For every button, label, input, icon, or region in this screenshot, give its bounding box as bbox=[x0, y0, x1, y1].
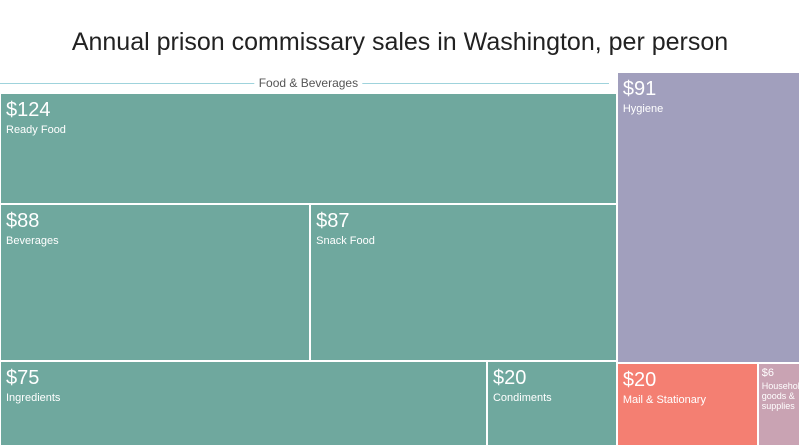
value-label: $20 bbox=[622, 368, 657, 391]
value-label: $6 bbox=[761, 366, 774, 379]
tile-label: Beverages bbox=[6, 235, 59, 248]
value-label: $91 bbox=[622, 78, 657, 100]
tile: $124 Ready Food bbox=[0, 93, 617, 205]
tile-label: Hygiene bbox=[622, 103, 664, 115]
value-label: $20 bbox=[492, 366, 527, 389]
tile: $87 Snack Food bbox=[310, 204, 617, 361]
chart-title: Annual prison commissary sales in Washin… bbox=[71, 28, 729, 56]
tile: $88 Beverages bbox=[0, 204, 311, 361]
tile: $20 Condiments bbox=[486, 360, 617, 446]
value-label: $75 bbox=[6, 366, 40, 389]
tile-label: Ingredients bbox=[6, 391, 61, 404]
value-label: $87 bbox=[316, 210, 350, 233]
tile: $6Household goods & supplies bbox=[757, 362, 800, 446]
tile: $75 Ingredients bbox=[0, 360, 487, 446]
value-label: $88 bbox=[6, 210, 40, 233]
tile-label: Household goods & supplies bbox=[761, 380, 800, 411]
group-label: Food & Beverages bbox=[254, 76, 363, 90]
tile: $20 Mail & Stationary bbox=[616, 362, 758, 446]
value-label: $124 bbox=[6, 99, 51, 121]
tile-label: Snack Food bbox=[316, 235, 375, 248]
tile-label: Ready Food bbox=[6, 124, 66, 136]
tile: $91 Hygiene bbox=[616, 72, 800, 363]
tile-label: Mail & Stationary bbox=[622, 393, 706, 406]
tile-label: Condiments bbox=[492, 391, 552, 404]
